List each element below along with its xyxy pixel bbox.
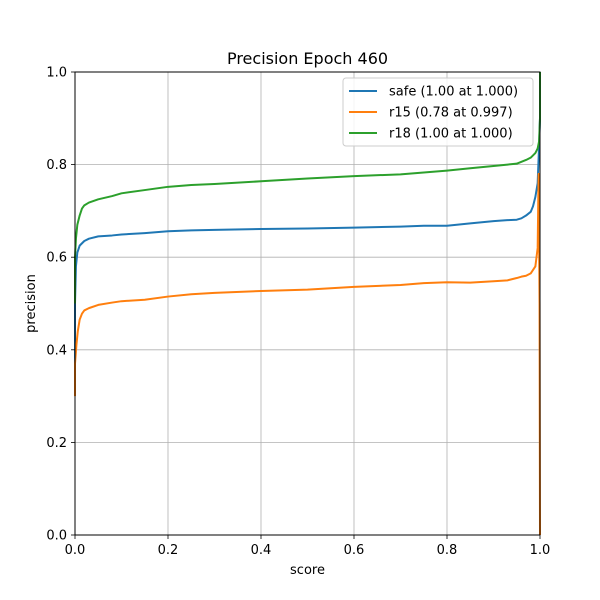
legend-label-1: r15 (0.78 at 0.997) [389,106,513,121]
x-tick-label: 0.2 [158,543,179,558]
x-tick-label: 0.6 [344,543,365,558]
series-layer [74,72,541,536]
chart-title: Precision Epoch 460 [227,49,388,68]
series-line-0 [74,72,541,373]
x-tick-label: 1.0 [530,543,551,558]
x-tick-label: 0.8 [437,543,458,558]
x-axis-label: score [290,563,325,578]
legend-label-2: r18 (1.00 at 1.000) [389,127,513,142]
x-tick-label: 0.0 [65,543,86,558]
plot-frame [74,71,541,536]
y-tick-label: 0.8 [46,158,67,173]
legend: safe (1.00 at 1.000) r15 (0.78 at 0.997) r… [342,77,534,147]
y-tick-label: 1.0 [46,66,67,81]
y-axis-label: precision [24,274,39,333]
legend-label-0: safe (1.00 at 1.000) [389,85,518,100]
series-line-1 [74,172,541,536]
series-line-2 [74,72,541,304]
x-tick-label: 0.4 [251,543,272,558]
y-tick-label: 0.4 [46,343,67,358]
legend-box [342,77,534,147]
y-tick-label: 0.0 [46,529,67,544]
grid [74,71,541,536]
y-tick-label: 0.2 [46,436,67,451]
ticks: 0.0 0.2 0.4 0.6 0.8 1.0 0.0 0.2 0.4 0.6 0.8 1.0 [46,66,550,559]
y-tick-label: 0.6 [46,251,67,266]
